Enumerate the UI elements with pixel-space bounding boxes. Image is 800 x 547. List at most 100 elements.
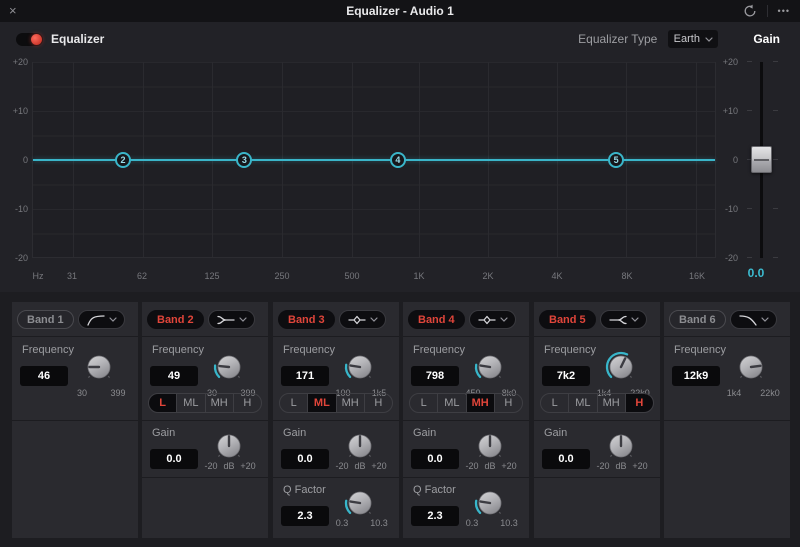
band-2-filter-dropdown[interactable] bbox=[208, 310, 255, 329]
range-option-ml[interactable]: ML bbox=[307, 394, 335, 412]
range-max-label: 22k0 bbox=[758, 388, 782, 398]
range-option-mh[interactable]: MH bbox=[466, 394, 494, 412]
band-4-column: Band 4 Frequency 798 450 8k0 L bbox=[403, 302, 529, 538]
range-option-ml[interactable]: ML bbox=[437, 394, 465, 412]
freq-axis-label: 31 bbox=[67, 271, 77, 281]
band-2-enable-button[interactable]: Band 2 bbox=[147, 310, 204, 329]
q-factor-label: Q Factor bbox=[413, 484, 456, 496]
chevron-down-icon bbox=[631, 317, 639, 322]
frequency-value[interactable]: 12k9 bbox=[672, 366, 720, 386]
gain-value[interactable]: 0.0 bbox=[411, 449, 459, 469]
q-factor-value[interactable]: 2.3 bbox=[281, 506, 329, 526]
frequency-value[interactable]: 171 bbox=[281, 366, 329, 386]
frequency-value[interactable]: 49 bbox=[150, 366, 198, 386]
high-pass-filter-icon bbox=[86, 313, 106, 327]
range-option-l[interactable]: L bbox=[149, 394, 176, 412]
db-axis-label: +10 bbox=[2, 105, 28, 117]
range-option-ml[interactable]: ML bbox=[568, 394, 596, 412]
options-menu-icon[interactable]: ••• bbox=[778, 0, 790, 22]
range-option-ml[interactable]: ML bbox=[176, 394, 204, 412]
gain-max-label: +20 bbox=[366, 461, 392, 471]
band-range-selector: L ML MH H bbox=[540, 393, 654, 413]
band-4-filter-dropdown[interactable] bbox=[469, 310, 516, 329]
frequency-knob[interactable] bbox=[604, 350, 638, 384]
band-range-selector: L ML MH H bbox=[148, 393, 262, 413]
slider-scale-label: +20 bbox=[712, 56, 738, 68]
reset-icon[interactable] bbox=[743, 4, 757, 18]
equalizer-power-toggle[interactable] bbox=[16, 33, 43, 46]
band-range-selector: L ML MH H bbox=[279, 393, 393, 413]
band-2-handle[interactable]: 2 bbox=[115, 152, 131, 168]
titlebar-divider bbox=[767, 5, 768, 17]
range-option-l[interactable]: L bbox=[541, 394, 568, 412]
gain-value[interactable]: 0.0 bbox=[542, 449, 590, 469]
frequency-value[interactable]: 798 bbox=[411, 366, 459, 386]
band-5-filter-dropdown[interactable] bbox=[600, 310, 647, 329]
range-option-mh[interactable]: MH bbox=[205, 394, 233, 412]
range-option-h[interactable]: H bbox=[364, 394, 392, 412]
range-option-l[interactable]: L bbox=[280, 394, 307, 412]
slider-scale-label: +10 bbox=[712, 105, 738, 117]
freq-axis-label: 250 bbox=[274, 271, 289, 281]
band-3-handle[interactable]: 3 bbox=[236, 152, 252, 168]
frequency-knob[interactable] bbox=[82, 350, 116, 384]
range-min-label: 30 bbox=[70, 388, 94, 398]
band-6-enable-button[interactable]: Band 6 bbox=[669, 310, 726, 329]
slider-tick bbox=[747, 257, 752, 258]
range-option-l[interactable]: L bbox=[410, 394, 437, 412]
gain-slider-handle[interactable] bbox=[751, 146, 772, 173]
slider-scale-label: 0 bbox=[712, 154, 738, 166]
frequency-knob[interactable] bbox=[734, 350, 768, 384]
slider-tick bbox=[773, 159, 778, 160]
band-5-enable-button[interactable]: Band 5 bbox=[539, 310, 596, 329]
freq-axis-label: 4K bbox=[551, 271, 562, 281]
frequency-value[interactable]: 7k2 bbox=[542, 366, 590, 386]
q-factor-knob[interactable] bbox=[473, 486, 507, 520]
frequency-label: Frequency bbox=[544, 344, 596, 356]
band-1-enable-button[interactable]: Band 1 bbox=[17, 310, 74, 329]
gain-knob[interactable] bbox=[473, 429, 507, 463]
equalizer-window: × Equalizer - Audio 1 ••• Equalizer Equa… bbox=[0, 0, 800, 547]
range-option-h[interactable]: H bbox=[233, 394, 261, 412]
range-option-mh[interactable]: MH bbox=[336, 394, 364, 412]
gain-knob[interactable] bbox=[212, 429, 246, 463]
db-axis-label: -20 bbox=[2, 252, 28, 264]
band-3-enable-button[interactable]: Band 3 bbox=[278, 310, 335, 329]
q-factor-value[interactable]: 2.3 bbox=[411, 506, 459, 526]
band-1-column: Band 1 Frequency 46 30 399 bbox=[12, 302, 138, 538]
gain-slider-value[interactable]: 0.0 bbox=[734, 266, 778, 280]
q-min-label: 0.3 bbox=[459, 518, 485, 528]
eq-response-graph[interactable]: 2 3 4 5 bbox=[32, 62, 716, 258]
frequency-label: Frequency bbox=[22, 344, 74, 356]
band-4-enable-button[interactable]: Band 4 bbox=[408, 310, 465, 329]
frequency-knob[interactable] bbox=[212, 350, 246, 384]
range-option-h[interactable]: H bbox=[625, 394, 653, 412]
frequency-knob[interactable] bbox=[473, 350, 507, 384]
frequency-value[interactable]: 46 bbox=[20, 366, 68, 386]
gain-knob[interactable] bbox=[604, 429, 638, 463]
low-pass-filter-icon bbox=[738, 313, 758, 327]
band-4-handle[interactable]: 4 bbox=[390, 152, 406, 168]
slider-tick bbox=[773, 110, 778, 111]
gain-knob[interactable] bbox=[343, 429, 377, 463]
band-5-handle[interactable]: 5 bbox=[608, 152, 624, 168]
gain-label: Gain bbox=[544, 427, 567, 439]
range-max-label: 399 bbox=[106, 388, 130, 398]
equalizer-type-dropdown[interactable]: Earth bbox=[668, 30, 718, 48]
gain-label: Gain bbox=[152, 427, 175, 439]
gain-value[interactable]: 0.0 bbox=[150, 449, 198, 469]
band-1-filter-dropdown[interactable] bbox=[78, 310, 125, 329]
slider-tick bbox=[747, 208, 752, 209]
equalizer-label: Equalizer bbox=[51, 22, 104, 56]
bell-filter-icon bbox=[477, 313, 497, 327]
range-option-h[interactable]: H bbox=[494, 394, 522, 412]
chevron-down-icon bbox=[500, 317, 508, 322]
db-axis-label: -10 bbox=[2, 203, 28, 215]
band-range-selector: L ML MH H bbox=[409, 393, 523, 413]
band-3-filter-dropdown[interactable] bbox=[339, 310, 386, 329]
frequency-knob[interactable] bbox=[343, 350, 377, 384]
q-factor-knob[interactable] bbox=[343, 486, 377, 520]
range-option-mh[interactable]: MH bbox=[597, 394, 625, 412]
band-6-filter-dropdown[interactable] bbox=[730, 310, 777, 329]
gain-value[interactable]: 0.0 bbox=[281, 449, 329, 469]
